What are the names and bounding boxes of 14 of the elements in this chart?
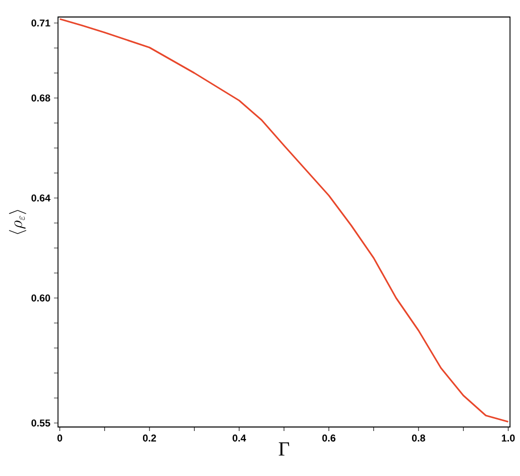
y-tick-label: 0.68 bbox=[31, 94, 50, 102]
y-tick-label: 0.71 bbox=[31, 19, 50, 27]
x-tick-label: 0.4 bbox=[232, 434, 246, 442]
y-tick-label: 0.64 bbox=[31, 194, 50, 202]
x-tick-label: 0.6 bbox=[322, 434, 336, 442]
y-axis-title: $\langle \rho_{\varepsilon} \rangle$ bbox=[9, 210, 26, 234]
y-tick-label: 0.60 bbox=[31, 294, 50, 302]
x-tick-label: 0.8 bbox=[412, 434, 426, 442]
x-tick-label: 0.2 bbox=[142, 434, 156, 442]
x-axis-title: Γ bbox=[278, 442, 290, 456]
x-tick-label: 0 bbox=[57, 434, 62, 442]
y-tick-label: 0.55 bbox=[31, 419, 50, 427]
line-series bbox=[58, 18, 510, 423]
x-tick-label: 1.0 bbox=[502, 434, 515, 442]
